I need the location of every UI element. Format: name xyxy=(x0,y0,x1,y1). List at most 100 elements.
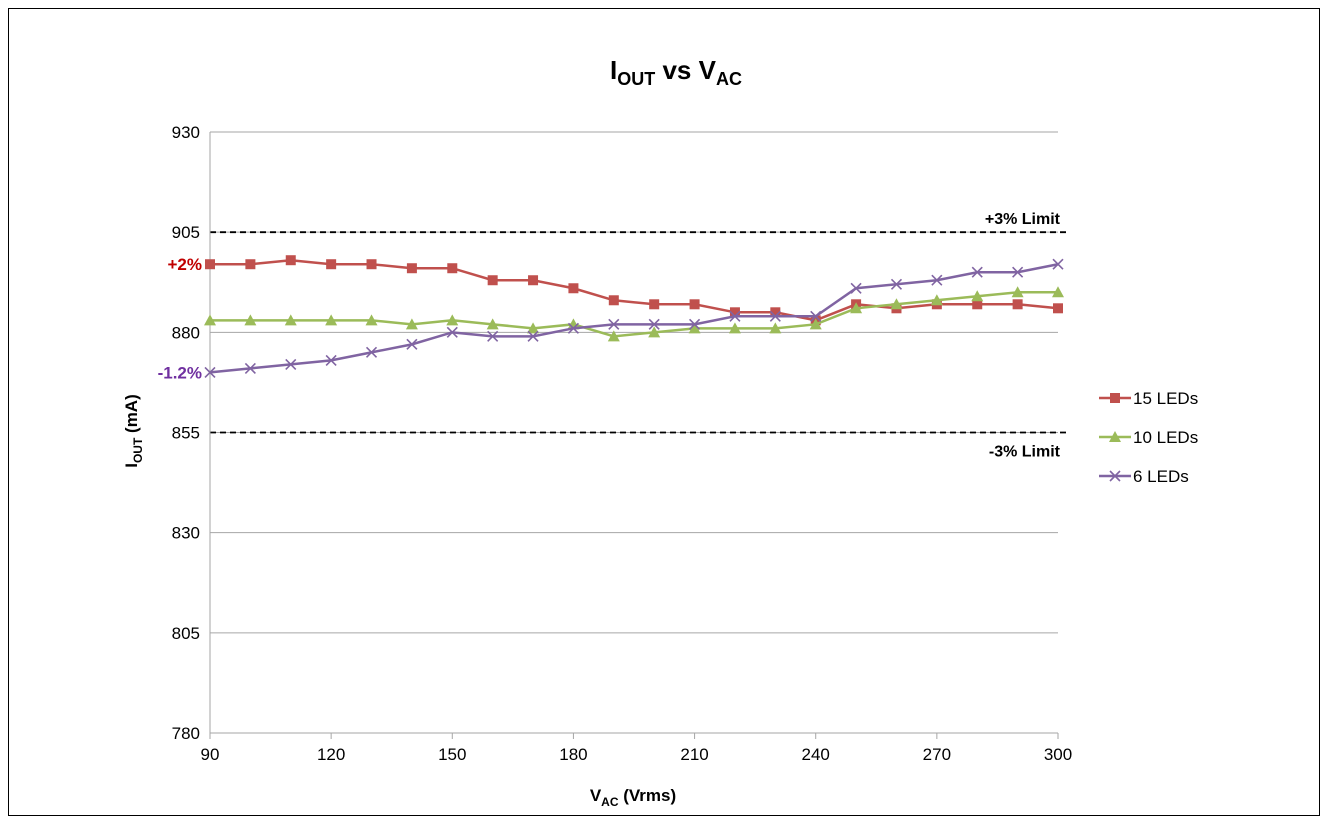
data-point xyxy=(284,314,297,326)
data-point xyxy=(365,346,378,358)
series-layer xyxy=(204,255,1064,378)
x-tick-label: 120 xyxy=(317,745,345,764)
data-point xyxy=(325,314,338,326)
data-point xyxy=(770,307,781,318)
series-line xyxy=(209,262,1059,374)
legend-label: 15 LEDs xyxy=(1133,389,1198,408)
data-point xyxy=(1012,299,1023,310)
y-tick-label: 780 xyxy=(172,724,200,743)
data-point xyxy=(244,362,256,374)
data-point xyxy=(205,259,215,270)
legend-marker xyxy=(1109,470,1121,482)
data-point xyxy=(406,338,418,350)
limit-label: +3% Limit xyxy=(985,211,1061,228)
data-point xyxy=(688,322,701,334)
y-tick-label: 880 xyxy=(172,323,200,342)
x-tick-label: 210 xyxy=(680,745,708,764)
data-point xyxy=(648,326,661,338)
data-point xyxy=(447,263,458,274)
x-tick-label: 150 xyxy=(438,745,466,764)
data-point xyxy=(487,330,499,342)
data-point xyxy=(486,318,499,330)
data-point xyxy=(1052,258,1064,270)
data-point xyxy=(446,326,458,338)
series-line xyxy=(210,291,1058,338)
data-point xyxy=(890,278,903,290)
chart-title: IOUT vs VAC xyxy=(610,55,742,89)
data-point xyxy=(729,310,741,322)
data-point xyxy=(406,263,417,274)
data-point xyxy=(325,354,337,366)
data-point xyxy=(649,299,660,310)
data-point xyxy=(405,318,418,330)
data-point xyxy=(648,318,660,330)
y-tick-label: 830 xyxy=(172,524,200,543)
data-point xyxy=(285,255,296,266)
data-point xyxy=(608,295,619,306)
data-point xyxy=(1053,303,1063,314)
x-tick-label: 90 xyxy=(201,745,220,764)
data-point xyxy=(971,266,983,278)
data-point xyxy=(245,259,256,270)
callout-label: -1.2% xyxy=(158,363,202,382)
data-point xyxy=(810,310,822,322)
data-point xyxy=(769,310,781,322)
data-point xyxy=(689,299,700,310)
data-point xyxy=(244,314,257,326)
y-axis-title: IOUT (mA) xyxy=(122,394,145,468)
data-point xyxy=(326,259,337,270)
data-point xyxy=(930,294,943,306)
data-point xyxy=(850,302,863,314)
data-point xyxy=(607,330,620,342)
legend-marker xyxy=(1110,393,1120,403)
data-point xyxy=(446,314,459,326)
data-point xyxy=(729,307,740,318)
limit-layer: +3% Limit -3% Limit xyxy=(210,211,1066,461)
data-point xyxy=(890,298,903,310)
limit-label: -3% Limit xyxy=(989,444,1061,461)
data-point xyxy=(528,275,539,286)
callout-label: +2% xyxy=(168,255,203,274)
data-point xyxy=(931,274,943,286)
data-point xyxy=(728,322,741,334)
series-line xyxy=(210,258,1059,322)
x-tick-label: 270 xyxy=(923,745,951,764)
legend: 15 LEDs 10 LEDs 6 LEDs xyxy=(1099,389,1198,486)
data-point xyxy=(204,314,216,326)
data-point xyxy=(850,282,862,294)
data-point xyxy=(971,290,984,302)
data-point xyxy=(608,318,620,330)
data-point xyxy=(689,318,701,330)
y-tick-label: 930 xyxy=(172,123,200,142)
y-tick-label: 855 xyxy=(172,424,200,443)
data-point xyxy=(285,358,297,370)
data-point xyxy=(487,275,498,286)
data-point xyxy=(567,322,579,334)
y-tick-label: 805 xyxy=(172,624,200,643)
data-point xyxy=(809,318,822,330)
annotation-layer: +2% -1.2% xyxy=(158,255,202,382)
data-point xyxy=(527,330,539,342)
x-tick-label: 240 xyxy=(802,745,830,764)
x-tick-label: 180 xyxy=(559,745,587,764)
data-point xyxy=(1011,286,1024,298)
data-point xyxy=(527,322,540,334)
chart-svg: IOUT vs VAC +3% Limit -3% Limit 930 905 880… xyxy=(122,55,1198,809)
data-point xyxy=(568,283,579,294)
chart-frame: IOUT vs VAC +3% Limit -3% Limit 930 905 880… xyxy=(8,8,1320,816)
data-point xyxy=(365,314,378,326)
legend-marker xyxy=(1109,431,1121,442)
legend-label: 10 LEDs xyxy=(1133,428,1198,447)
data-point xyxy=(1012,266,1024,278)
data-point xyxy=(1052,286,1064,298)
legend-label: 6 LEDs xyxy=(1133,467,1189,486)
data-point xyxy=(366,259,377,270)
x-tick-label: 300 xyxy=(1044,745,1072,764)
data-point xyxy=(567,318,580,330)
data-point xyxy=(769,322,782,334)
data-point xyxy=(972,299,983,310)
data-point xyxy=(204,366,216,378)
x-axis-title: VAC (Vrms) xyxy=(590,786,676,809)
y-tick-label: 905 xyxy=(172,223,200,242)
